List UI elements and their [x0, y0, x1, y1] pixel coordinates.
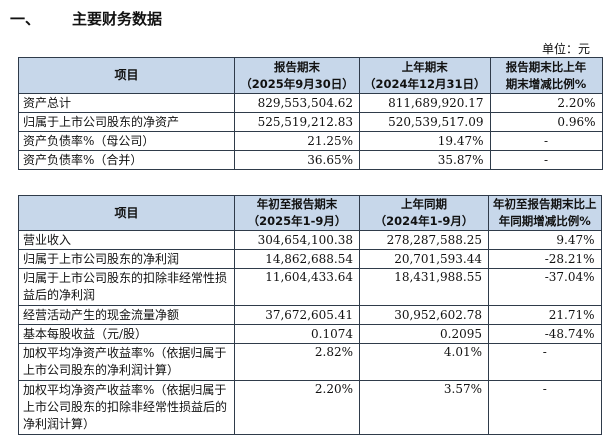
row-prev: 3.57% [359, 380, 489, 435]
header-change: 年初至报告期末比上 年同期增减比例% [488, 195, 602, 231]
row-prev: 811,689,920.17 [359, 93, 491, 113]
section-number: 一、 [10, 10, 41, 28]
row-change: 0.96% [489, 112, 603, 132]
row-current: 829,553,504.62 [234, 93, 360, 113]
section-heading: 一、 主要财务数据 [10, 8, 162, 30]
row-change: - [489, 131, 603, 151]
row-label: 基本每股收益（元/股） [18, 324, 235, 344]
row-current: 36.65% [234, 150, 360, 170]
header-current: 年初至报告期末 （2025年1-9月） [234, 195, 360, 231]
table-row: 加权平均净资产收益率%（依据归属于上市公司股东的净利润计算） 2.82% 4.0… [18, 343, 602, 381]
unit-label: 单位：元 [541, 42, 590, 56]
row-change: - [488, 380, 602, 435]
row-change: - [488, 343, 602, 381]
row-prev: 20,701,593.44 [359, 249, 489, 269]
header-prev-line1: 上年同期 [401, 197, 447, 211]
section-title: 主要财务数据 [72, 10, 163, 28]
header-current-line2: （2025年9月30日） [240, 76, 354, 91]
table-row: 资产负债率%（合并） 36.65% 35.87% - [18, 150, 603, 170]
row-current: 11,604,433.64 [234, 268, 360, 306]
table-row: 经营活动产生的现金流量净额 37,672,605.41 30,952,602.7… [18, 305, 602, 325]
row-label: 经营活动产生的现金流量净额 [18, 305, 235, 325]
table-row: 归属于上市公司股东的净利润 14,862,688.54 20,701,593.4… [18, 249, 602, 269]
row-label: 加权平均净资产收益率%（依据归属于上市公司股东的净利润计算） [18, 343, 235, 381]
row-current: 2.82% [234, 343, 360, 381]
row-prev: 35.87% [359, 150, 491, 170]
row-current: 37,672,605.41 [234, 305, 360, 325]
table-header-row: 项目 年初至报告期末 （2025年1-9月） 上年同期 （2024年1-9月） … [18, 195, 602, 231]
row-prev: 278,287,588.25 [359, 230, 489, 250]
row-prev: 520,539,517.09 [359, 112, 491, 132]
income-table: 项目 年初至报告期末 （2025年1-9月） 上年同期 （2024年1-9月） … [18, 195, 602, 435]
table-row: 资产负债率%（母公司） 21.25% 19.47% - [18, 131, 603, 151]
row-current: 2.20% [234, 380, 360, 435]
row-change: -48.74% [488, 324, 602, 344]
header-item: 项目 [18, 57, 235, 94]
header-current-line2: （2025年1-9月） [247, 214, 347, 228]
row-label: 营业收入 [18, 230, 235, 250]
header-current-line1: 年初至报告期末 [256, 197, 338, 211]
row-label: 加权平均净资产收益率%（依据归属于上市公司股东的扣除非经常性损益后的净利润计算） [18, 380, 235, 435]
table-row: 基本每股收益（元/股） 0.1074 0.2095 -48.74% [18, 324, 602, 344]
row-label: 归属于上市公司股东的净利润 [18, 249, 235, 269]
header-change-line1: 年初至报告期末比上 [493, 197, 597, 211]
row-current: 21.25% [234, 131, 360, 151]
row-label: 归属于上市公司股东的净资产 [18, 112, 235, 132]
header-current: 报告期末 （2025年9月30日） [234, 57, 360, 94]
row-change: 2.20% [489, 93, 603, 113]
header-prev: 上年期末 （2024年12月31日） [359, 57, 491, 94]
header-prev-line1: 上年期末 [401, 59, 448, 74]
table-row: 加权平均净资产收益率%（依据归属于上市公司股东的扣除非经常性损益后的净利润计算）… [18, 380, 602, 435]
table-row: 归属于上市公司股东的净资产 525,519,212.83 520,539,517… [18, 112, 603, 132]
row-label: 资产总计 [18, 93, 235, 113]
header-item: 项目 [18, 195, 235, 231]
row-change: -28.21% [488, 249, 602, 269]
row-prev: 30,952,602.78 [359, 305, 489, 325]
row-current: 0.1074 [234, 324, 360, 344]
row-change: 9.47% [488, 230, 602, 250]
header-prev-line2: （2024年12月31日） [364, 76, 486, 91]
row-current: 14,862,688.54 [234, 249, 360, 269]
row-prev: 18,431,988.55 [359, 268, 489, 306]
header-change-line1: 报告期末比上年 [505, 59, 587, 74]
header-change-line2: 年同期增减比例% [498, 214, 591, 228]
header-prev: 上年同期 （2024年1-9月） [359, 195, 489, 231]
row-current: 525,519,212.83 [234, 112, 360, 132]
row-change: -37.04% [488, 268, 602, 306]
row-prev: 0.2095 [359, 324, 489, 344]
row-label: 资产负债率%（母公司） [18, 131, 235, 151]
table-row: 资产总计 829,553,504.62 811,689,920.17 2.20% [18, 93, 603, 113]
row-current: 304,654,100.38 [234, 230, 360, 250]
row-change: 21.71% [488, 305, 602, 325]
row-label: 归属于上市公司股东的扣除非经常性损益后的净利润 [18, 268, 235, 306]
header-change: 报告期末比上年 期末增减比例% [489, 57, 603, 94]
row-prev: 4.01% [359, 343, 489, 381]
table-row: 营业收入 304,654,100.38 278,287,588.25 9.47% [18, 230, 602, 250]
balance-table: 项目 报告期末 （2025年9月30日） 上年期末 （2024年12月31日） … [18, 57, 603, 170]
table-header-row: 项目 报告期末 （2025年9月30日） 上年期末 （2024年12月31日） … [18, 57, 603, 94]
header-change-line2: 期末增减比例% [505, 76, 587, 91]
row-change: - [489, 150, 603, 170]
header-current-line1: 报告期末 [274, 59, 320, 74]
table-row: 归属于上市公司股东的扣除非经常性损益后的净利润 11,604,433.64 18… [18, 268, 602, 306]
header-prev-line2: （2024年1-9月） [374, 214, 474, 228]
row-label: 资产负债率%（合并） [18, 150, 235, 170]
row-prev: 19.47% [359, 131, 491, 151]
